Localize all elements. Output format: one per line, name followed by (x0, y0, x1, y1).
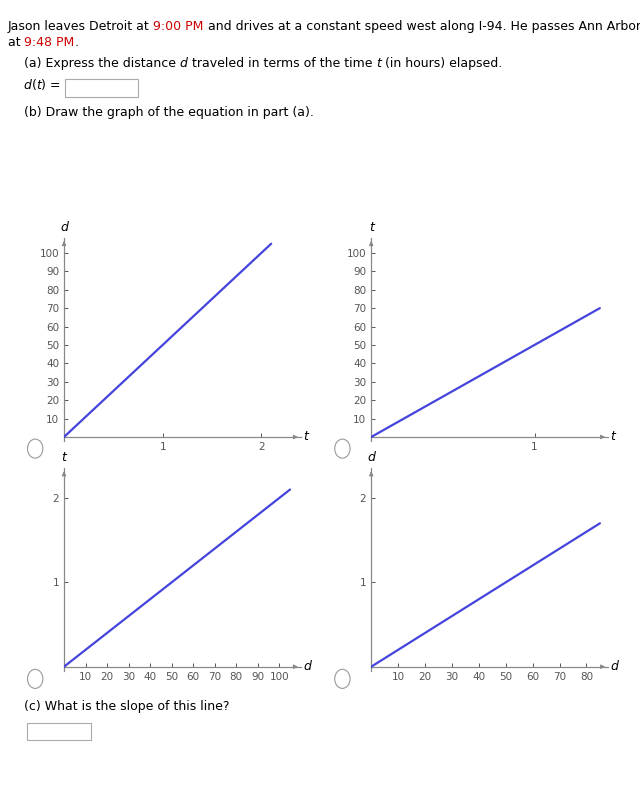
Text: t: t (36, 79, 42, 92)
Text: (c) What is the slope of this line?: (c) What is the slope of this line? (8, 700, 229, 713)
Text: at: at (8, 36, 24, 48)
Text: ) =: ) = (42, 79, 65, 92)
Text: t: t (61, 452, 67, 464)
Text: .: . (74, 36, 79, 48)
Text: d: d (60, 222, 68, 234)
Text: d: d (180, 57, 188, 70)
Text: (b) Draw the graph of the equation in part (a).: (b) Draw the graph of the equation in pa… (8, 106, 314, 119)
Text: t: t (303, 430, 308, 444)
Text: (a) Express the distance: (a) Express the distance (8, 57, 180, 70)
Text: d: d (24, 79, 31, 92)
Text: (in hours) elapsed.: (in hours) elapsed. (381, 57, 502, 70)
Text: t: t (369, 222, 374, 234)
Text: 9:48 PM: 9:48 PM (24, 36, 74, 48)
Text: (: ( (31, 79, 36, 92)
Text: d: d (303, 661, 311, 673)
Text: 9:00 PM: 9:00 PM (154, 20, 204, 33)
Text: d: d (367, 452, 375, 464)
Text: and drives at a constant speed west along I-94. He passes Ann Arbor, 40 mi from : and drives at a constant speed west alon… (204, 20, 640, 33)
Text: traveled in terms of the time: traveled in terms of the time (188, 57, 376, 70)
Text: d: d (611, 661, 618, 673)
Text: t: t (611, 430, 615, 444)
Text: Jason leaves Detroit at: Jason leaves Detroit at (8, 20, 154, 33)
Text: t: t (376, 57, 381, 70)
